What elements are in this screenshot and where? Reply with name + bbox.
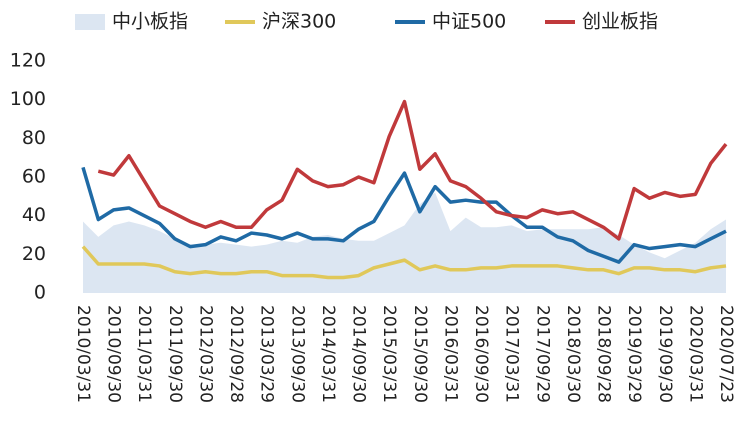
- legend-label: 中小板指: [112, 11, 188, 33]
- y-tick-label: 120: [10, 50, 46, 72]
- x-tick-label: 2016/09/30: [471, 305, 491, 403]
- x-tick-label: 2013/03/29: [257, 305, 277, 403]
- x-tick-label: 2010/03/31: [73, 305, 93, 403]
- legend-swatch: [75, 14, 105, 30]
- x-tick-label: 2014/03/31: [318, 305, 338, 403]
- y-tick-label: 60: [22, 166, 46, 188]
- y-tick-label: 40: [22, 204, 46, 226]
- x-tick-label: 2015/03/31: [379, 305, 399, 403]
- y-tick-label: 0: [34, 282, 46, 304]
- x-tick-label: 2014/09/30: [349, 305, 369, 403]
- x-tick-label: 2012/09/28: [226, 305, 246, 403]
- legend-label: 沪深300: [262, 11, 336, 33]
- x-tick-label: 2011/03/31: [134, 305, 154, 403]
- x-tick-label: 2010/09/30: [104, 305, 124, 403]
- x-tick-label: 2020/07/23: [716, 305, 736, 403]
- x-tick-label: 2016/03/31: [440, 305, 460, 403]
- x-tick-label: 2019/03/29: [624, 305, 644, 403]
- x-tick-label: 2017/03/31: [502, 305, 522, 403]
- x-tick-label: 2018/03/30: [563, 305, 583, 403]
- x-tick-label: 2019/09/30: [655, 305, 675, 403]
- x-tick-label: 2011/09/30: [165, 305, 185, 403]
- x-tick-label: 2012/03/30: [195, 305, 215, 403]
- y-tick-label: 100: [10, 88, 46, 110]
- y-tick-label: 20: [22, 243, 46, 265]
- line: [81, 245, 727, 280]
- legend-label: 创业板指: [582, 11, 658, 33]
- legend-label: 中证500: [432, 11, 506, 33]
- y-tick-label: 80: [22, 127, 46, 149]
- x-tick-label: 2015/09/30: [410, 305, 430, 403]
- x-tick-label: 2017/09/29: [532, 305, 552, 403]
- x-tick-label: 2013/09/30: [287, 305, 307, 403]
- line: [97, 99, 728, 241]
- line: [81, 166, 727, 264]
- x-tick-label: 2020/03/31: [685, 305, 705, 403]
- x-tick-label: 2018/09/28: [594, 305, 614, 403]
